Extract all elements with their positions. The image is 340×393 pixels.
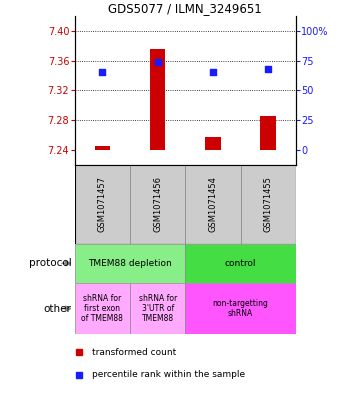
Bar xyxy=(185,283,296,334)
Bar xyxy=(260,116,276,150)
Bar xyxy=(185,244,296,283)
Bar xyxy=(75,165,130,244)
Bar xyxy=(150,50,165,150)
Point xyxy=(100,69,105,75)
Text: GSM1071455: GSM1071455 xyxy=(264,176,273,232)
Bar xyxy=(241,165,296,244)
Text: TMEM88 depletion: TMEM88 depletion xyxy=(88,259,172,268)
Bar xyxy=(205,137,221,150)
Bar xyxy=(185,165,241,244)
Text: GSM1071457: GSM1071457 xyxy=(98,176,107,232)
Text: protocol: protocol xyxy=(29,258,71,268)
Text: GSM1071454: GSM1071454 xyxy=(208,176,217,232)
Text: percentile rank within the sample: percentile rank within the sample xyxy=(92,370,245,379)
Text: transformed count: transformed count xyxy=(92,348,177,357)
Bar xyxy=(75,244,185,283)
Text: GSM1071456: GSM1071456 xyxy=(153,176,162,232)
Point xyxy=(266,66,271,73)
Bar xyxy=(130,165,185,244)
Title: GDS5077 / ILMN_3249651: GDS5077 / ILMN_3249651 xyxy=(108,2,262,15)
Text: shRNA for
3'UTR of
TMEM88: shRNA for 3'UTR of TMEM88 xyxy=(139,294,177,323)
Bar xyxy=(130,283,185,334)
Point xyxy=(155,59,160,65)
Bar xyxy=(75,283,130,334)
Bar xyxy=(95,147,110,150)
Text: control: control xyxy=(225,259,256,268)
Text: non-targetting
shRNA: non-targetting shRNA xyxy=(212,299,269,318)
Text: other: other xyxy=(44,303,71,314)
Text: shRNA for
first exon
of TMEM88: shRNA for first exon of TMEM88 xyxy=(82,294,123,323)
Point xyxy=(210,69,216,75)
